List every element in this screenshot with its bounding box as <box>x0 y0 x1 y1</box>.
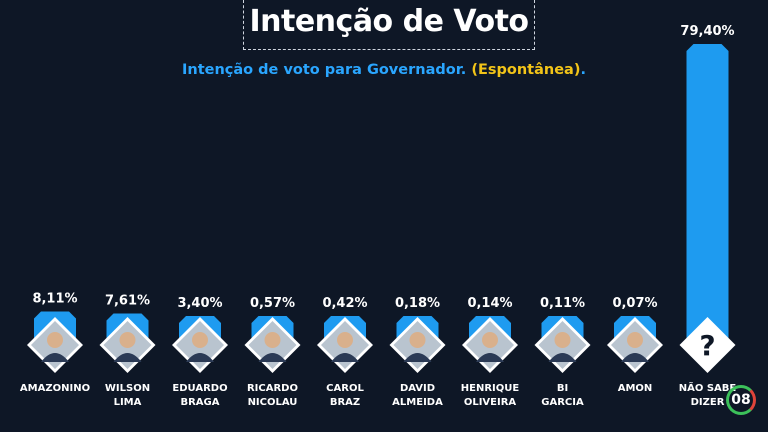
page-number-badge: 08 <box>726 385 756 415</box>
category-label: RICARDO <box>247 383 298 394</box>
avatar-body <box>113 353 142 362</box>
avatar-body <box>621 353 649 362</box>
data-label: 3,40% <box>177 296 222 311</box>
avatar-body <box>403 353 432 362</box>
category-label: DAVID <box>400 383 435 394</box>
data-label: 0,07% <box>612 296 657 311</box>
avatar-head <box>264 332 281 348</box>
title-frame: Intenção de Voto <box>243 0 535 50</box>
data-label: 0,18% <box>395 296 440 311</box>
avatar-head <box>482 332 498 348</box>
avatar-head <box>192 332 208 348</box>
data-label: 8,11% <box>32 292 77 307</box>
category-label: EDUARDO <box>172 383 227 394</box>
category-label: DIZER <box>691 397 725 408</box>
avatar-body <box>476 353 504 362</box>
avatar-body <box>331 353 359 362</box>
avatar-head <box>409 332 426 348</box>
category-label: HENRIQUE <box>461 383 520 394</box>
category-label: AMAZONINO <box>20 383 90 394</box>
data-label: 0,11% <box>540 296 585 311</box>
data-label: 0,14% <box>467 296 512 311</box>
category-label: GARCIA <box>541 397 584 408</box>
data-label: 0,57% <box>250 296 295 311</box>
category-label: CAROL <box>326 383 364 394</box>
bar <box>686 44 729 342</box>
subtitle-tag: (Espontânea) <box>471 62 581 78</box>
avatar-frame <box>679 317 736 373</box>
category-label: ALMEIDA <box>392 397 443 408</box>
data-label: 0,42% <box>322 296 367 311</box>
chart-title: Intenção de Voto <box>249 4 529 39</box>
category-label: LIMA <box>114 397 142 408</box>
chart-subtitle: Intenção de voto para Governador. (Espon… <box>0 62 768 78</box>
data-label: 79,40% <box>680 24 734 39</box>
category-label: NICOLAU <box>248 397 298 408</box>
category-label: WILSON <box>105 383 150 394</box>
category-label: NÃO SABE <box>679 381 737 394</box>
avatar-head <box>627 332 643 348</box>
category-label: BI <box>557 383 568 394</box>
avatar-body <box>258 353 287 362</box>
subtitle-dot: . <box>580 62 586 78</box>
avatar-head <box>47 332 63 348</box>
avatar-head <box>337 332 353 348</box>
avatar-head <box>554 332 571 348</box>
category-label: BRAZ <box>330 397 360 408</box>
avatar-body <box>548 353 577 362</box>
data-label: 7,61% <box>105 293 150 308</box>
question-mark-icon: ? <box>699 329 715 362</box>
subtitle-main: Intenção de voto para Governador. <box>181 62 467 78</box>
category-label: AMON <box>618 383 653 394</box>
avatar-body <box>186 353 214 362</box>
category-label: OLIVEIRA <box>464 397 517 408</box>
avatar-body <box>41 353 69 362</box>
category-label: BRAGA <box>180 397 219 408</box>
avatar-head <box>119 332 136 348</box>
